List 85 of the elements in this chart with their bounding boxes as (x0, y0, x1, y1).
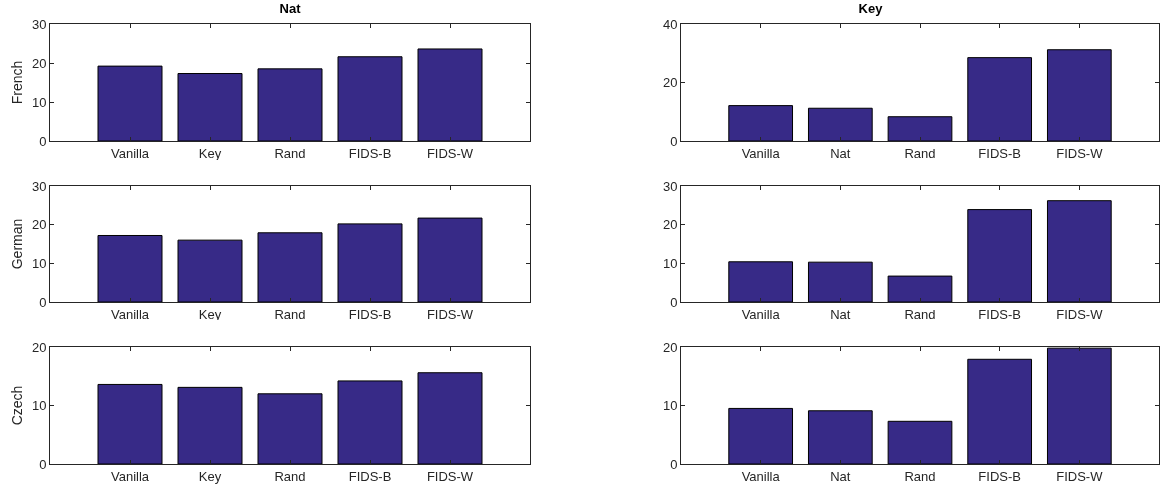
y-tick-label: 0 (39, 456, 47, 472)
bar (728, 261, 794, 302)
y-axis-title: German (8, 218, 25, 270)
x-tick-label: FIDS-W (426, 306, 474, 322)
bar (728, 407, 794, 464)
x-tick-label: FIDS-W (1056, 306, 1104, 322)
x-tick-label: Vanilla (741, 306, 781, 322)
y-tick-label: 10 (31, 94, 47, 110)
x-tick-label: Rand (904, 468, 936, 484)
bar (257, 68, 323, 141)
x-tick-label: Nat (830, 468, 851, 484)
y-tick-label: 30 (662, 178, 678, 194)
x-tick-label: Vanilla (741, 468, 781, 484)
bar (257, 393, 323, 464)
y-tick-label: 20 (662, 339, 678, 355)
y-tick-label: 40 (662, 16, 678, 32)
x-tick-label: FIDS-B (978, 145, 1021, 161)
bar (97, 383, 163, 464)
y-tick-label: 0 (670, 456, 678, 472)
x-tick-label: FIDS-W (1056, 145, 1104, 161)
x-tick-label: FIDS-W (426, 468, 474, 484)
y-tick-label: 20 (31, 339, 47, 355)
y-tick-label: 10 (662, 255, 678, 271)
y-tick-label: 0 (39, 133, 47, 149)
bar (97, 234, 163, 302)
bar (967, 358, 1033, 464)
bar (257, 232, 323, 302)
bar (337, 223, 403, 302)
x-tick-label: Rand (904, 145, 936, 161)
x-tick-label: FIDS-W (1056, 468, 1104, 484)
bar (177, 386, 243, 464)
bar (1046, 200, 1112, 302)
y-tick-label: 30 (31, 16, 47, 32)
x-tick-label: Rand (904, 306, 936, 322)
x-tick-label: Rand (274, 145, 306, 161)
bar (1046, 49, 1112, 141)
x-tick-label: Rand (274, 468, 306, 484)
y-tick-label: 0 (670, 133, 678, 149)
y-axis-title: French (8, 60, 25, 105)
y-tick-label: 10 (31, 398, 47, 414)
y-tick-label: 0 (39, 294, 47, 310)
bar (177, 239, 243, 302)
y-tick-label: 20 (662, 217, 678, 233)
bar (417, 372, 483, 464)
x-tick-label: FIDS-B (348, 468, 392, 484)
chart-title: Nat (279, 1, 302, 17)
x-tick-label: FIDS-B (978, 468, 1021, 484)
x-tick-label: FIDS-B (348, 306, 392, 322)
y-tick-label: 0 (670, 294, 678, 310)
bar (97, 65, 163, 141)
x-tick-label: Vanilla (110, 468, 150, 484)
bar (417, 217, 483, 302)
y-tick-label: 20 (31, 55, 47, 71)
bar (967, 57, 1033, 141)
bar (967, 209, 1033, 302)
bar (887, 275, 953, 302)
chart-title: Key (858, 1, 884, 17)
x-tick-label: Key (198, 145, 222, 161)
y-tick-label: 30 (31, 178, 47, 194)
bar (807, 410, 873, 464)
x-tick-label: Nat (830, 145, 851, 161)
bar (807, 107, 873, 141)
bar (177, 73, 243, 141)
x-tick-label: Vanilla (110, 145, 150, 161)
y-tick-label: 20 (31, 217, 47, 233)
x-tick-label: FIDS-B (348, 145, 392, 161)
bar (728, 105, 794, 141)
x-tick-label: FIDS-W (426, 145, 474, 161)
bar (337, 56, 403, 141)
x-tick-label: Rand (274, 306, 306, 322)
y-tick-label: 20 (662, 75, 678, 91)
x-tick-label: Nat (830, 306, 851, 322)
bar (337, 380, 403, 464)
x-tick-label: Key (198, 468, 222, 484)
bar (887, 420, 953, 464)
bar (417, 48, 483, 141)
x-tick-label: Vanilla (110, 306, 150, 322)
bar (887, 116, 953, 141)
x-tick-label: Vanilla (741, 145, 781, 161)
y-tick-label: 10 (662, 398, 678, 414)
y-tick-label: 10 (31, 255, 47, 271)
y-axis-title: Czech (8, 385, 25, 426)
bar (1046, 347, 1112, 464)
bar (807, 261, 873, 302)
x-tick-label: FIDS-B (978, 306, 1021, 322)
